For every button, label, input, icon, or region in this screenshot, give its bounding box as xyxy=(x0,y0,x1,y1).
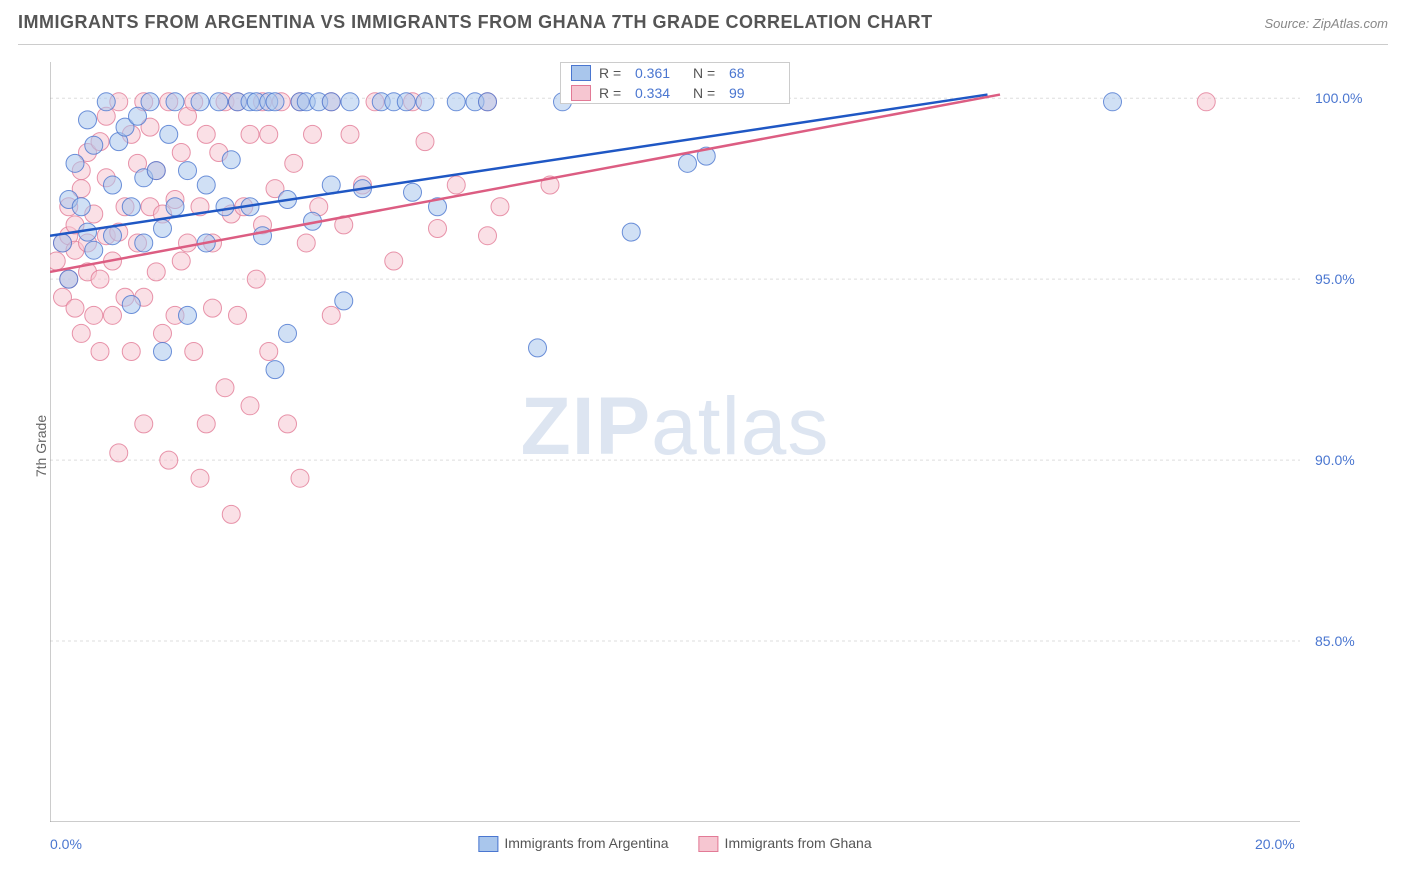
legend-swatch xyxy=(571,65,591,81)
legend-r-value: 0.334 xyxy=(635,85,685,101)
legend-item: Immigrants from Argentina xyxy=(478,835,668,852)
legend-label: Immigrants from Argentina xyxy=(504,835,668,851)
x-tick-label: 0.0% xyxy=(50,836,82,852)
legend-row: R = 0.334 N = 99 xyxy=(561,83,789,103)
legend-n-value: 68 xyxy=(729,65,779,81)
legend-r-label: R = xyxy=(599,85,627,101)
y-tick-label: 85.0% xyxy=(1315,633,1395,649)
correlation-legend: R = 0.361 N = 68 R = 0.334 N = 99 xyxy=(560,62,790,104)
y-axis-label: 7th Grade xyxy=(33,415,49,477)
y-tick-label: 95.0% xyxy=(1315,271,1395,287)
scatter-plot xyxy=(50,62,1300,822)
legend-n-label: N = xyxy=(693,65,721,81)
legend-n-label: N = xyxy=(693,85,721,101)
y-tick-label: 100.0% xyxy=(1315,90,1395,106)
chart-title: IMMIGRANTS FROM ARGENTINA VS IMMIGRANTS … xyxy=(18,12,1388,33)
legend-swatch xyxy=(571,85,591,101)
y-tick-label: 90.0% xyxy=(1315,452,1395,468)
source-label: Source: ZipAtlas.com xyxy=(1264,16,1388,31)
header-divider xyxy=(18,44,1388,45)
legend-row: R = 0.361 N = 68 xyxy=(561,63,789,83)
series-legend: Immigrants from Argentina Immigrants from… xyxy=(478,835,871,852)
x-tick-label: 20.0% xyxy=(1255,836,1295,852)
legend-label: Immigrants from Ghana xyxy=(725,835,872,851)
chart-area: ZIPatlas R =0.361N =68R =0.334N =99 Immi… xyxy=(50,62,1300,822)
legend-r-label: R = xyxy=(599,65,627,81)
legend-swatch xyxy=(478,836,498,852)
legend-n-value: 99 xyxy=(729,85,779,101)
legend-item: Immigrants from Ghana xyxy=(699,835,872,852)
legend-swatch xyxy=(699,836,719,852)
legend-r-value: 0.361 xyxy=(635,65,685,81)
